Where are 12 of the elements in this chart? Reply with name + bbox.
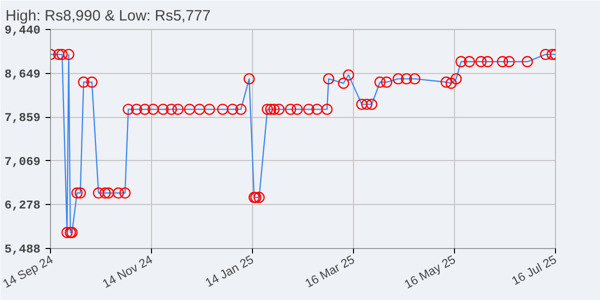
x-tick-label: 16 Jul 25	[509, 252, 560, 288]
x-tick-label: 16 May 25	[402, 252, 458, 292]
x-tick-label: 14 Nov 24	[100, 252, 156, 291]
chart-title: High: Rs8,990 & Low: Rs5,777	[6, 8, 211, 24]
y-tick-label: 5,488	[4, 242, 41, 256]
x-tick-label: 14 Jan 25	[202, 252, 256, 290]
y-tick-label: 9,440	[4, 24, 41, 38]
y-tick-label: 8,649	[4, 67, 41, 82]
y-tick-label: 7,069	[4, 154, 41, 169]
x-tick-label: 16 Mar 25	[302, 252, 358, 291]
y-tick-label: 7,859	[4, 111, 41, 126]
y-tick-label: 6,278	[4, 198, 41, 213]
